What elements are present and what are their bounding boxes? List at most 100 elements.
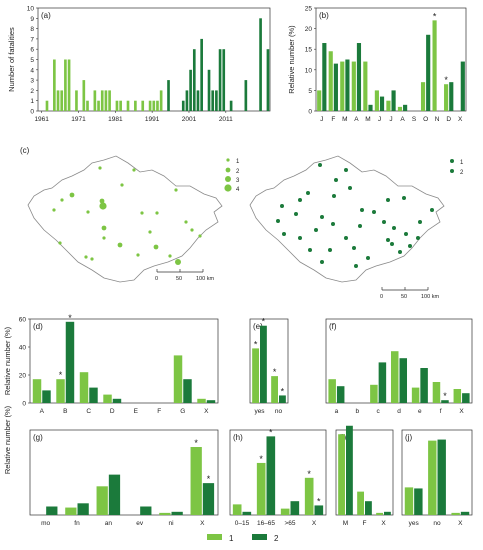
map-dot (117, 242, 123, 248)
legend-size-4: 4 (236, 187, 240, 193)
map-dot (366, 256, 370, 260)
x-tick-label: X (200, 520, 205, 527)
x-tick-label: J (378, 116, 381, 123)
x-tick-label: D (446, 116, 451, 123)
bar-2 (391, 90, 396, 111)
bar-1 (190, 447, 202, 515)
x-tick-label: X (459, 408, 464, 415)
bar-1 (397, 106, 403, 111)
map-dot (60, 198, 64, 202)
bar-1 (32, 379, 42, 403)
x-tick-label: E (134, 408, 139, 415)
scale-0-right: 0 (380, 294, 383, 300)
map-dot (348, 186, 352, 190)
x-tick-label: J (389, 116, 392, 123)
x-tick-label: X (204, 408, 209, 415)
map-dot (132, 168, 136, 172)
map-dot (372, 210, 376, 214)
bar-2 (426, 34, 431, 111)
panel-label: (f) (329, 322, 337, 331)
bar-2 (379, 96, 385, 111)
panel-label: (j) (405, 433, 412, 442)
bar-1 (65, 507, 77, 515)
legend-type-2: 2 (460, 170, 464, 176)
map-panel: (c) 1 2 3 4 0 50 100 km 1 2 (20, 146, 464, 300)
bar-2 (218, 49, 222, 111)
x-tick-label: 2001 (182, 116, 197, 123)
legend-dot-3 (225, 176, 231, 182)
map-dot (175, 259, 181, 265)
x-tick-label: ni (168, 520, 173, 527)
significance-star: * (443, 391, 447, 401)
map-dot (282, 232, 286, 236)
bar-1 (173, 355, 183, 403)
y-tick-label: 9 (30, 16, 34, 23)
x-tick-label: c (377, 408, 381, 415)
bar-2 (222, 49, 226, 111)
scale-bar-right: 0 50 100 km (380, 287, 439, 300)
bar-1 (411, 387, 420, 403)
bar-1 (328, 51, 333, 111)
bar-1 (96, 486, 108, 515)
czech-map-right (249, 155, 445, 283)
chart-g: (g) mo fn an ev ni X * * (29, 429, 219, 527)
significance-star: * (207, 474, 211, 484)
map-dot (382, 220, 386, 224)
x-tick-label: S (412, 116, 417, 123)
y-tick-label: 8 (30, 26, 34, 33)
bar-1 (104, 90, 108, 111)
x-tick-label: X (458, 116, 463, 123)
bar-2 (207, 69, 211, 111)
map-dot (314, 228, 318, 232)
y-tick-label: 20 (305, 26, 313, 33)
x-tick-label: J (320, 116, 323, 123)
panel-frame (29, 318, 219, 404)
x-tick-label: X (312, 520, 317, 527)
bar-1 (340, 61, 345, 111)
map-dot (320, 215, 324, 219)
x-tick-label: A (400, 116, 405, 123)
bar-2 (333, 63, 338, 111)
bar-1 (370, 384, 378, 403)
legend-dot-type-1 (450, 159, 454, 163)
map-dot (101, 225, 107, 231)
bar-2 (42, 390, 51, 403)
map-dot (136, 253, 140, 257)
legend-label-2: 2 (274, 534, 279, 543)
panel-label: (a) (41, 11, 51, 20)
x-tick-label: 16–65 (257, 520, 275, 527)
bar-2 (181, 100, 185, 111)
bar-2 (378, 362, 387, 403)
scale-50-right: 50 (401, 294, 407, 300)
y-tick-label: 1 (30, 98, 34, 105)
map-dot (99, 202, 107, 210)
bar-2 (368, 104, 373, 111)
map-dot (308, 248, 312, 252)
map-dot (174, 188, 178, 192)
x-tick-label: >65 (284, 520, 295, 527)
bar-2 (260, 325, 267, 403)
czech-map-left (27, 155, 223, 283)
map-dot (184, 220, 188, 224)
map-dot (354, 264, 358, 268)
bar-2 (259, 18, 262, 111)
y-tick-label: 4 (30, 67, 34, 74)
y-axis-title: Relative number (%) (3, 326, 12, 395)
map-dot (99, 198, 105, 204)
significance-star: * (59, 370, 63, 380)
bar-1 (156, 100, 159, 111)
bar-2 (336, 386, 345, 403)
bar-1 (317, 90, 322, 111)
scale-50: 50 (176, 276, 182, 282)
x-tick-label: M (343, 520, 348, 527)
map-dot (84, 255, 88, 259)
bar-1 (152, 100, 156, 111)
bar-1 (432, 382, 441, 403)
bar-1 (100, 90, 104, 111)
map-dot (120, 183, 124, 187)
x-tick-label: F (363, 520, 367, 527)
y-tick-label: 60 (19, 317, 27, 324)
bar-1 (328, 379, 336, 403)
map-dot (352, 246, 356, 250)
